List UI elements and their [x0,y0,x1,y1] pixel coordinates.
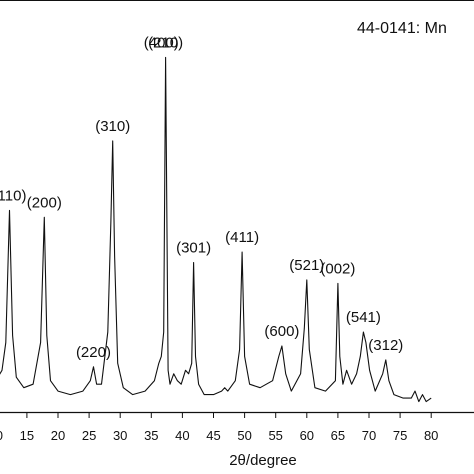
peak-labels: (110)(200) (220) (310) (400)(210) (301) (411)… [0,34,403,360]
xrd-series-line [0,56,432,403]
peak-label: (600) [264,323,299,340]
peak-label: (312) [368,337,403,354]
peak-label: (541) [346,309,381,326]
peak-label: (301) [176,240,211,257]
x-tick-label: 25 [82,428,96,443]
peak-label: (400) [144,34,179,51]
x-tick-label: 55 [268,428,282,443]
x-tick-label: 60 [300,428,314,443]
peak-label: (110) [0,187,26,204]
x-tick-label: 45 [206,428,220,443]
x-tick-label: 80 [424,428,438,443]
x-ticks [26,412,432,418]
x-tick-label: 15 [20,428,34,443]
x-tick-label: 35 [144,428,158,443]
legend-text: 44-0141: Mn [357,20,447,37]
plot-frame [0,0,474,414]
x-tick-label: 40 [175,428,189,443]
peak-label: (200) [27,194,62,211]
x-tick-label: 70 [362,428,376,443]
x-tick-label: 10 [0,428,3,443]
peak-label: (411) [225,229,259,246]
peak-label: (220) [76,344,111,361]
x-tick-label: 20 [51,428,65,443]
x-tick-label: 30 [113,428,127,443]
x-axis-title: 2θ/degree [229,452,297,469]
x-tick-label: 65 [331,428,345,443]
x-tick-label: 50 [237,428,251,443]
peak-label: (002) [320,260,355,277]
peak-label: (310) [95,118,130,135]
peak-label: (210) [148,34,183,51]
x-tick-labels: 10 15 20 25 30 35 40 45 50 55 60 65 70 75 80 [0,428,438,443]
peak-label: (521) [289,257,324,274]
x-tick-label: 75 [393,428,407,443]
